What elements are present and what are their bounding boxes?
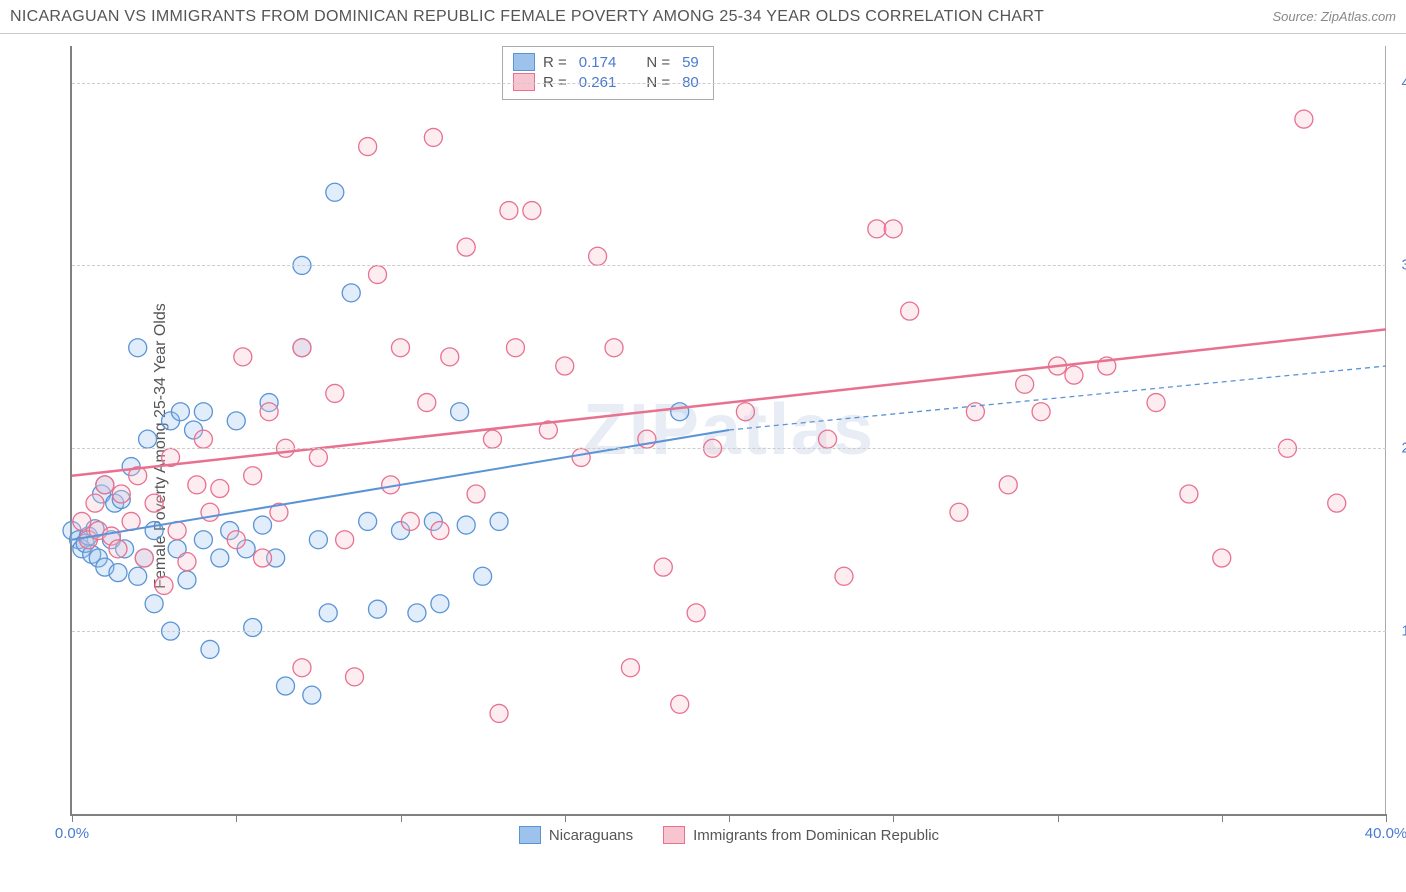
stats-legend-box: R = 0.174 N = 59 R = 0.261 N = 80: [502, 46, 714, 100]
scatter-plot-svg: [72, 46, 1386, 814]
y-tick-label: 20.0%: [1394, 440, 1406, 457]
series2-swatch-icon: [663, 826, 685, 844]
y-tick-label: 10.0%: [1394, 623, 1406, 640]
y-tick-label: 40.0%: [1394, 74, 1406, 91]
y-tick-label: 30.0%: [1394, 257, 1406, 274]
series1-swatch-icon: [519, 826, 541, 844]
plot-area: ZIPatlas R = 0.174 N = 59 R = 0.261 N = …: [70, 46, 1386, 816]
n-label: N =: [646, 54, 670, 71]
series1-swatch: [513, 53, 535, 71]
series1-legend-label: Nicaraguans: [549, 827, 633, 844]
bottom-legend: Nicaraguans Immigrants from Dominican Re…: [72, 826, 1386, 844]
x-tick-label: 0.0%: [55, 825, 89, 842]
x-tick-label: 40.0%: [1365, 825, 1406, 842]
series2-legend-label: Immigrants from Dominican Republic: [693, 827, 939, 844]
series1-r-value: 0.174: [579, 54, 617, 71]
r-label: R =: [543, 54, 567, 71]
series1-n-value: 59: [682, 54, 699, 71]
chart-title: NICARAGUAN VS IMMIGRANTS FROM DOMINICAN …: [10, 8, 1044, 26]
source-label: Source: ZipAtlas.com: [1272, 9, 1396, 24]
